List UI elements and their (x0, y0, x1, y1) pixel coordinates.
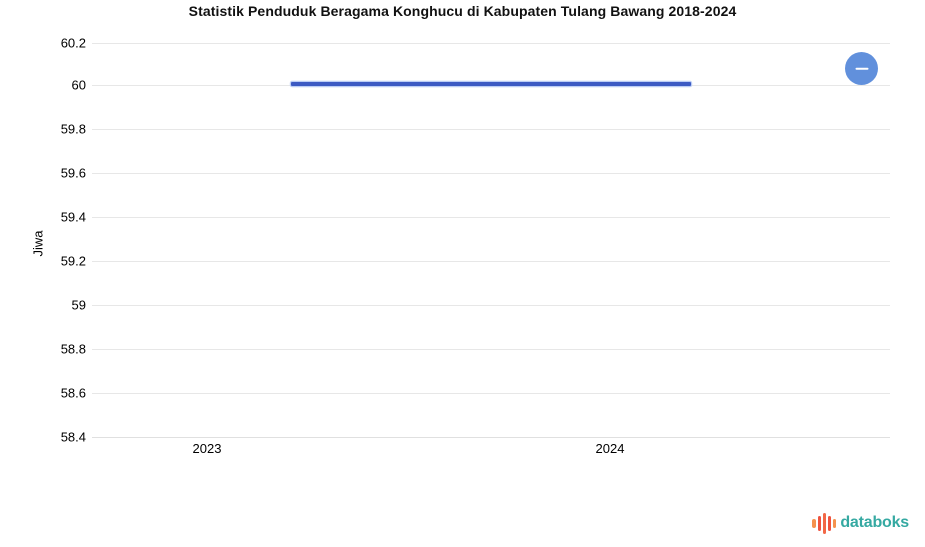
gridline (92, 305, 890, 306)
minus-circle-button[interactable] (845, 52, 878, 85)
gridline (92, 173, 890, 174)
minus-icon (855, 67, 868, 70)
gridline (92, 393, 890, 394)
gridline (92, 349, 890, 350)
y-axis-tick-label: 58.6 (60, 385, 86, 401)
logo-bar (827, 515, 832, 531)
gridline (92, 261, 890, 262)
databoks-logo[interactable]: databoks (812, 511, 909, 535)
gridline (92, 217, 890, 218)
x-axis-tick-label-2023: 2023 (192, 441, 222, 456)
x-axis-tick-label-2024: 2024 (595, 441, 625, 456)
y-axis-tick-label: 59.4 (60, 209, 86, 225)
data-series-line[interactable] (291, 82, 691, 86)
logo-bar (833, 518, 837, 528)
y-axis-tick-label: 59.2 (60, 253, 86, 269)
y-axis-tick-label: 59 (71, 297, 86, 313)
gridline (92, 129, 890, 130)
chart-title: Statistik Penduduk Beragama Konghucu di … (188, 3, 737, 19)
x-axis-line (92, 437, 890, 438)
logo-bar (822, 512, 826, 534)
databoks-logo-text: databoks (840, 514, 909, 531)
gridline (92, 43, 890, 44)
databoks-bars-icon (812, 511, 837, 535)
y-axis-tick-label: 59.6 (60, 165, 86, 181)
y-axis-tick-label: 60 (71, 77, 86, 93)
logo-bar (817, 515, 821, 531)
y-axis-tick-label: 58.4 (60, 429, 86, 445)
y-axis-tick-label: 58.8 (60, 341, 86, 357)
logo-bar (812, 518, 816, 528)
y-axis-tick-label: 60.2 (60, 35, 86, 51)
y-axis-tick-label: 59.8 (60, 121, 86, 137)
